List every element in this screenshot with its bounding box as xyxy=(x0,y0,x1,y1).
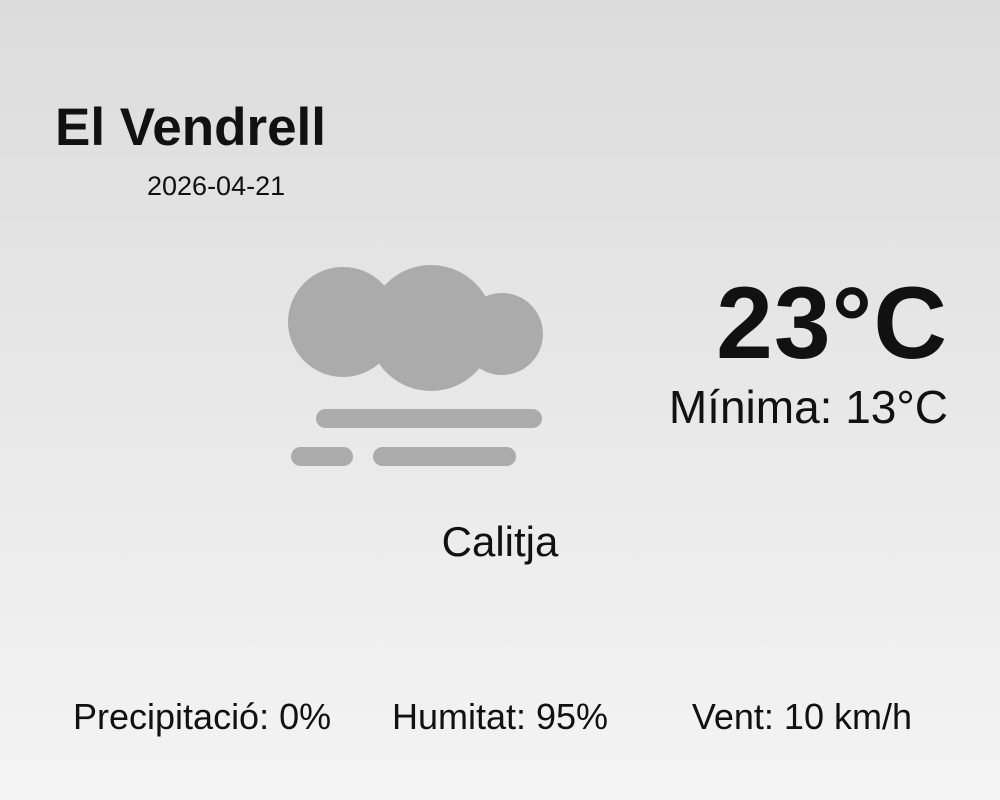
precipitation-stat: Precipitació: 0% xyxy=(73,696,332,737)
humidity-stat: Humitat: 95% xyxy=(391,696,609,737)
fog-icon-shapes xyxy=(288,265,543,466)
minimum-temperature: Mínima: 13°C xyxy=(668,381,948,433)
cloud-lump-middle xyxy=(368,265,494,391)
fog-bar-long xyxy=(316,409,542,428)
fog-bar-short-left xyxy=(291,447,353,466)
forecast-date: 2026-04-21 xyxy=(147,171,286,201)
current-temperature: 23°C xyxy=(716,266,948,380)
fog-icon xyxy=(288,265,543,466)
location-title: El Vendrell xyxy=(55,98,327,157)
condition-label: Calitja xyxy=(441,518,559,565)
wind-stat: Vent: 10 km/h xyxy=(691,696,912,737)
fog-bar-short-right xyxy=(373,447,516,466)
cloud-lump-left xyxy=(288,267,398,377)
cloud-lump-right xyxy=(461,293,543,375)
